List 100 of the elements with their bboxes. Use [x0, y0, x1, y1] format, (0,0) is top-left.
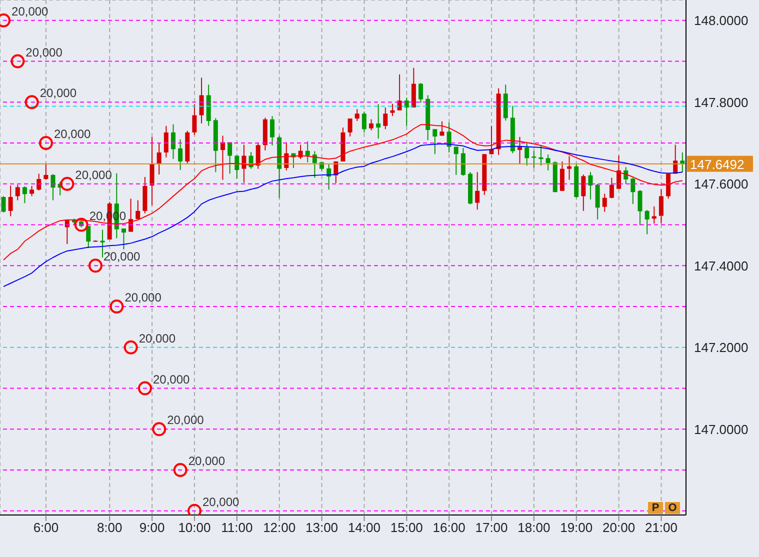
candlestick [630, 177, 636, 204]
x-tick-label: 14:00 [348, 520, 380, 536]
candlestick [567, 156, 572, 180]
candlestick [1, 196, 6, 214]
candlestick [602, 193, 607, 212]
candlestick [156, 142, 162, 176]
candlestick [86, 226, 91, 249]
candlestick [44, 163, 48, 180]
candlestick [418, 82, 424, 104]
candlestick [560, 160, 564, 192]
x-tick-label: 15:00 [390, 520, 423, 536]
annotation: 20,000 [124, 290, 162, 305]
candlestick [532, 150, 536, 168]
candlestick [390, 103, 395, 117]
candlestick [652, 206, 656, 224]
candlestick [518, 136, 522, 164]
candlestick [228, 142, 232, 174]
x-tick-label: 9:00 [139, 520, 165, 536]
y-tick-label: 147.4000 [694, 258, 748, 274]
candlestick [609, 177, 614, 199]
point [10, 54, 25, 68]
candlestick [220, 135, 225, 180]
candlestick [100, 229, 105, 258]
x-tick-label: 20:00 [602, 520, 636, 536]
point [124, 340, 138, 354]
candlestick [524, 142, 530, 166]
candlestick [397, 74, 402, 111]
candlestick [15, 184, 20, 201]
candlestick [680, 152, 685, 173]
candlestick [192, 104, 197, 136]
annotation: 20,000 [188, 454, 226, 468]
point [138, 381, 152, 396]
candlestick [440, 120, 444, 136]
candlestick [305, 140, 310, 163]
candlestick [178, 138, 183, 171]
candlestick [404, 97, 409, 126]
candlestick [36, 173, 42, 191]
candlestick [411, 67, 416, 108]
annotation: 20,000 [202, 494, 240, 509]
y-tick-label: 147.0000 [694, 422, 748, 437]
x-tick-label: 10:00 [178, 520, 211, 536]
annotation: 20,000 [26, 45, 63, 60]
candlestick [644, 210, 650, 235]
annotation: 20,000 [138, 331, 176, 346]
annotation: 20,000 [167, 413, 204, 428]
point [24, 95, 39, 110]
candlestick [8, 185, 13, 217]
candlestick [588, 172, 593, 200]
x-tick-label: 18:00 [518, 520, 550, 536]
candlestick [460, 147, 466, 176]
line-series [3, 124, 683, 260]
candlestick [616, 155, 622, 190]
candlestick [121, 228, 126, 250]
candlestick [30, 185, 34, 197]
annotation: 20,000 [103, 250, 141, 264]
annotation: 20,000 [12, 4, 49, 18]
candlestick [354, 108, 360, 122]
x-tick-label: 12:00 [263, 520, 296, 536]
candlestick [369, 118, 374, 131]
y-tick-label: 147.2000 [694, 340, 748, 356]
point [110, 300, 124, 314]
ref-line-label: 147.6492 [690, 156, 744, 172]
candlestick [432, 128, 438, 155]
candlestick [475, 172, 480, 210]
point [88, 258, 102, 273]
candlestick [362, 111, 366, 133]
candlestick [446, 122, 452, 153]
y-tick-label: 147.8000 [694, 94, 748, 110]
candlestick [242, 144, 246, 184]
candlestick [581, 174, 586, 212]
x-tick-label: 21:00 [644, 520, 678, 536]
candlestick [638, 190, 642, 226]
candlestick [658, 188, 664, 224]
candlestick [538, 145, 544, 166]
toggle-button: P [648, 502, 663, 514]
y-tick-label: 148.0000 [694, 13, 748, 28]
candlestick [454, 146, 458, 176]
candlestick [150, 136, 154, 206]
point [152, 422, 166, 436]
point [38, 136, 53, 150]
y-tick-label: 147.6000 [694, 176, 748, 192]
x-tick-label: 11:00 [221, 520, 253, 536]
candlestick [348, 118, 352, 138]
candlestick [170, 124, 176, 160]
x-tick-label: 17:00 [475, 520, 508, 536]
annotation: 20,000 [152, 372, 190, 386]
candlestick [546, 154, 550, 171]
x-tick-label: 6:00 [33, 520, 59, 536]
candlestick [256, 142, 260, 170]
annotation: 20,000 [75, 168, 112, 182]
candlestick [164, 125, 168, 158]
toggle-button: O [665, 502, 680, 514]
x-tick-label: 19:00 [560, 520, 593, 536]
candlestick [595, 183, 600, 220]
candlestick [50, 174, 56, 201]
candlestick [270, 116, 274, 146]
candlestick [376, 104, 381, 140]
annotation: 20,000 [40, 86, 77, 100]
point [74, 218, 88, 232]
point [60, 176, 74, 191]
